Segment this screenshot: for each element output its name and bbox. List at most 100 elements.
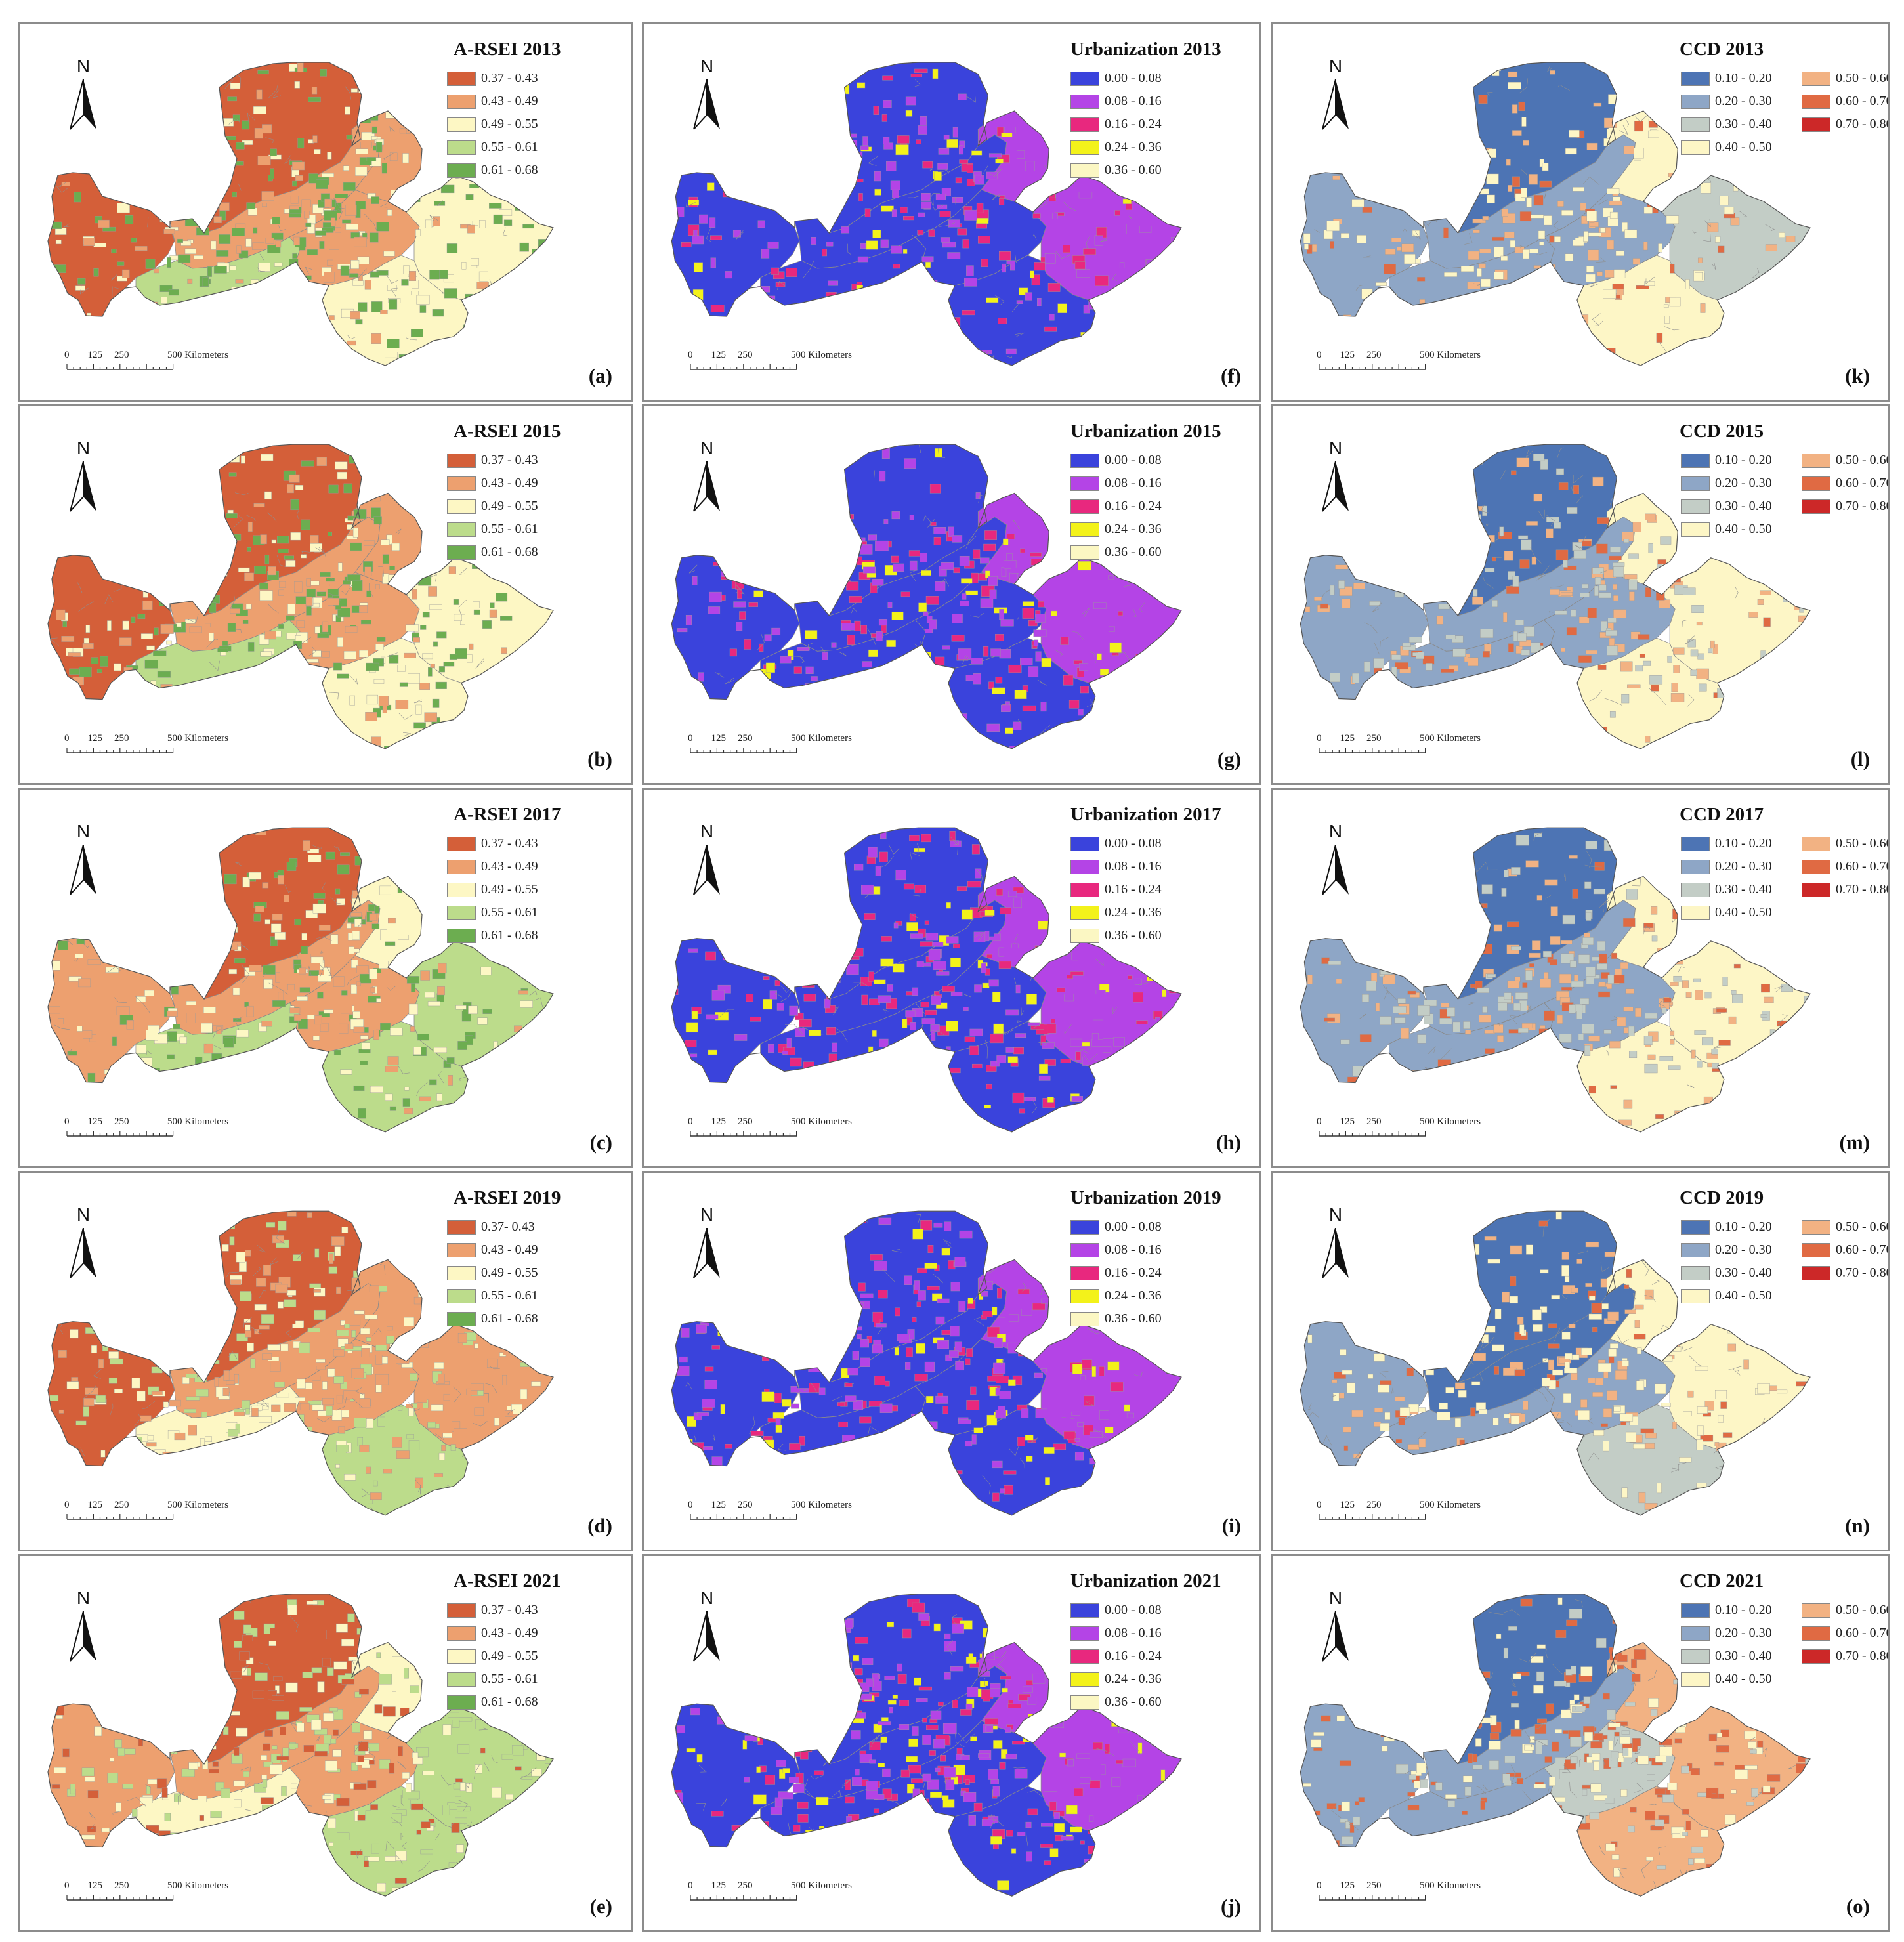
scale-tick-label: 0 [688, 1116, 693, 1127]
county-patch [206, 927, 213, 937]
county-patch [841, 226, 850, 234]
county-patch [475, 1764, 482, 1774]
county-patch [95, 1395, 106, 1403]
county-patch [66, 1381, 79, 1389]
county-boundary [1473, 283, 1481, 286]
county-patch [265, 238, 274, 244]
county-patch [311, 87, 318, 95]
county-patch [362, 1042, 370, 1050]
county-patch [963, 1007, 969, 1011]
county-patch [331, 1236, 345, 1246]
county-boundary [429, 476, 434, 483]
county-boundary [1017, 1020, 1025, 1023]
county-patch [1116, 1829, 1126, 1836]
county-patch [1114, 210, 1120, 216]
county-boundary [1742, 1484, 1752, 1503]
county-boundary [162, 558, 171, 564]
county-patch [1687, 639, 1696, 648]
county-patch [832, 478, 839, 489]
county-boundary [1021, 1282, 1026, 1293]
county-boundary [83, 944, 90, 948]
county-patch [397, 665, 406, 672]
county-patch [858, 1282, 866, 1292]
county-patch [976, 218, 989, 224]
county-patch [912, 1317, 917, 1322]
county-patch [1074, 261, 1086, 270]
county-patch [330, 1739, 337, 1744]
county-boundary [925, 333, 933, 345]
county-patch [988, 979, 999, 987]
county-patch [413, 722, 426, 729]
county-boundary [156, 834, 158, 843]
county-boundary [228, 1351, 238, 1359]
legend-swatch [1802, 883, 1830, 897]
county-patch [278, 589, 284, 596]
county-patch [1441, 1003, 1450, 1008]
county-patch [886, 639, 896, 647]
county-patch [297, 1723, 305, 1733]
county-patch [1336, 979, 1342, 984]
legend-swatch [1681, 117, 1710, 132]
county-patch [960, 713, 967, 722]
county-boundary [1664, 326, 1680, 331]
county-patch [79, 667, 92, 677]
county-patch [545, 1723, 553, 1733]
county-patch [306, 578, 311, 587]
county-patch [463, 324, 474, 334]
choropleth-map [1300, 1210, 1811, 1516]
county-patch [205, 623, 211, 627]
county-boundary [63, 223, 72, 228]
county-patch [271, 232, 284, 240]
county-boundary [209, 1303, 220, 1320]
county-boundary [358, 268, 367, 278]
county-patch [679, 1356, 688, 1363]
county-patch [310, 956, 324, 963]
county-patch [1401, 1028, 1409, 1040]
county-boundary [1355, 1451, 1361, 1458]
county-boundary [407, 111, 417, 113]
county-patch [916, 1301, 921, 1307]
county-patch [374, 906, 380, 914]
county-patch [792, 1454, 800, 1459]
county-patch [374, 1704, 383, 1714]
county-patch [180, 240, 192, 246]
county-patch [1807, 658, 1810, 665]
county-patch [1624, 1284, 1630, 1289]
county-patch [1009, 572, 1019, 581]
legend-label: 0.16 - 0.24 [1105, 882, 1162, 897]
county-patch [1008, 1379, 1016, 1386]
county-patch [811, 904, 822, 916]
county-patch [354, 856, 362, 866]
county-boundary [547, 682, 553, 691]
county-boundary [908, 196, 920, 198]
county-patch [1760, 1014, 1767, 1018]
county-patch [1331, 1379, 1338, 1383]
county-patch [429, 1079, 437, 1086]
county-patch [184, 1408, 196, 1414]
county-patch [1578, 616, 1590, 624]
county-patch [552, 1002, 553, 1009]
county-patch [1620, 661, 1633, 672]
county-boundary [136, 1714, 149, 1717]
county-patch [895, 870, 906, 881]
county-patch [58, 1018, 64, 1024]
county-boundary [237, 350, 243, 360]
county-patch [427, 944, 439, 954]
county-patch [380, 1023, 391, 1030]
county-boundary [93, 1368, 102, 1379]
county-patch [256, 89, 263, 100]
county-patch [847, 65, 854, 75]
county-boundary [1383, 1315, 1392, 1323]
county-patch [53, 1077, 61, 1082]
county-patch [245, 1324, 251, 1332]
county-boundary [1064, 1024, 1072, 1035]
county-patch [1504, 232, 1515, 238]
county-patch [314, 1750, 328, 1757]
county-patch [215, 1294, 221, 1305]
county-patch [1080, 686, 1089, 694]
county-patch [797, 912, 806, 923]
county-patch [303, 1745, 314, 1752]
legend-swatch [1802, 1220, 1830, 1235]
county-patch [885, 676, 890, 686]
county-patch [404, 1668, 410, 1679]
